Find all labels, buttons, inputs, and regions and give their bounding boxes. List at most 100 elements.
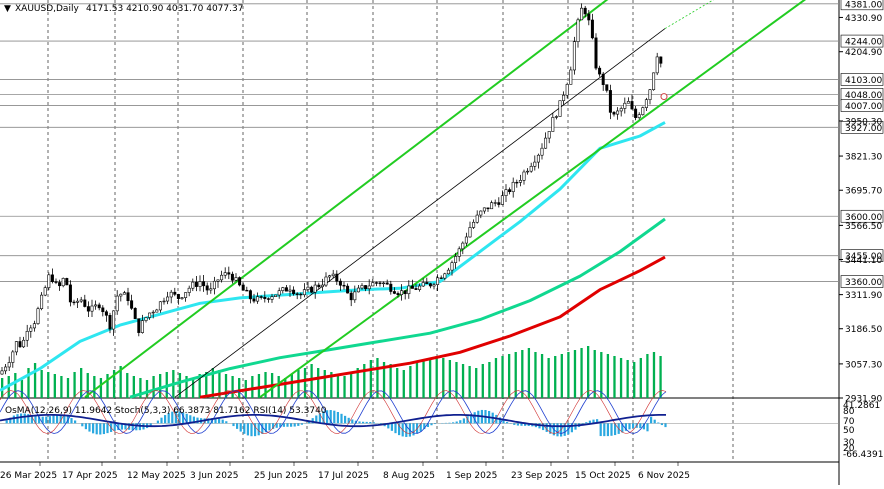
candle-body: [595, 38, 597, 68]
indicator-axis-label: 50: [843, 426, 855, 436]
osma-bar: [664, 423, 666, 427]
osma-bar: [240, 423, 242, 431]
volume-bar: [653, 352, 655, 398]
price-tick-label: 3441.10: [845, 256, 882, 266]
volume-bar: [73, 372, 75, 398]
time-tick-label: 23 Sep 2025: [511, 471, 568, 481]
volume-bar: [284, 378, 286, 398]
osma-bar: [358, 421, 360, 423]
indicators-label: OsMA(12,26,9) 11.9642 Stoch(5,3,3) 66.38…: [5, 406, 327, 416]
candle-body: [116, 296, 118, 311]
candle-body: [289, 290, 291, 291]
candle-body: [267, 299, 269, 300]
candle-body: [228, 273, 230, 275]
volume-bar: [580, 348, 582, 398]
candle-body: [195, 282, 197, 286]
volume-bar: [80, 368, 82, 398]
price-axis: 4381.004244.004103.004048.004007.003927.…: [839, 0, 883, 460]
candle-body: [8, 362, 10, 367]
candle-body: [112, 311, 114, 329]
candle-body: [613, 112, 615, 114]
level-label: 4244.00: [845, 38, 882, 48]
candle-body: [436, 278, 438, 285]
candle-body: [400, 291, 402, 295]
candle-body: [69, 285, 71, 302]
volume-bar: [350, 372, 352, 398]
candle-body: [336, 274, 338, 281]
candle-body: [44, 288, 46, 295]
candle-body: [184, 293, 186, 298]
volume-bar: [613, 356, 615, 398]
time-tick-label: 6 Nov 2025: [638, 471, 690, 481]
price-tick-label: 3057.30: [845, 360, 882, 370]
candle-body: [296, 294, 298, 295]
volume-bar: [54, 374, 56, 398]
candle-body: [454, 256, 456, 262]
candle-body: [210, 289, 212, 290]
candle-body: [238, 278, 240, 285]
candle-body: [660, 57, 662, 63]
candle-body: [382, 283, 384, 284]
volume-bar: [416, 362, 418, 398]
volume-bar: [251, 376, 253, 398]
osma-bar: [45, 417, 47, 424]
candle-body: [26, 331, 28, 340]
candle-body: [375, 283, 377, 284]
candle-body: [303, 290, 305, 295]
candle-body: [534, 162, 536, 166]
candle-body: [105, 312, 107, 316]
price-tick-label: 4330.90: [845, 14, 882, 24]
osma-bar: [610, 423, 612, 435]
osma-bar: [6, 420, 8, 423]
osma-bar: [333, 411, 335, 424]
candle-body: [328, 276, 330, 277]
volume-bar: [337, 374, 339, 398]
candle-body: [462, 243, 464, 249]
candle-body: [494, 203, 496, 204]
candle-body: [642, 108, 644, 115]
osma-bar: [63, 415, 65, 423]
volume-bar: [462, 364, 464, 398]
volume-bar: [27, 368, 29, 398]
osma-bar: [139, 423, 141, 430]
header-arrow[interactable]: ▼: [4, 4, 11, 14]
volume-bar: [633, 362, 635, 398]
candle-body: [530, 166, 532, 171]
volume-bar: [620, 358, 622, 398]
price-tick-label: 3186.50: [845, 325, 882, 335]
candle-body: [4, 367, 6, 371]
osma-bar: [294, 423, 296, 426]
candle-body: [40, 295, 42, 309]
candle-body: [480, 211, 482, 215]
candle-body: [66, 278, 68, 285]
level-label: 4103.00: [845, 76, 882, 86]
candle-body: [404, 291, 406, 294]
volume-bar: [47, 372, 49, 398]
candle-body: [127, 293, 129, 301]
candle-body: [433, 285, 435, 286]
osma-bar: [348, 418, 350, 424]
osma-bar: [546, 423, 548, 432]
candle-body: [447, 270, 449, 274]
osma-bar: [391, 423, 393, 430]
candle-body: [152, 312, 154, 313]
candle-body: [339, 281, 341, 285]
volume-bars: [1, 346, 662, 398]
candle-body: [62, 278, 64, 285]
candle-body: [174, 292, 176, 294]
volume-bar: [547, 358, 549, 398]
candle-body: [109, 315, 111, 329]
candle-body: [573, 42, 575, 70]
candle-body: [285, 288, 287, 292]
candle-body: [141, 321, 143, 333]
current-price-marker: [661, 94, 667, 100]
candle-body: [505, 190, 507, 196]
candle-body: [163, 301, 165, 302]
osma-bar: [661, 423, 663, 425]
osma-bar: [164, 415, 166, 423]
candle-body: [33, 324, 35, 328]
indicator-lines[interactable]: [0, 0, 810, 397]
candle-body: [260, 297, 262, 298]
